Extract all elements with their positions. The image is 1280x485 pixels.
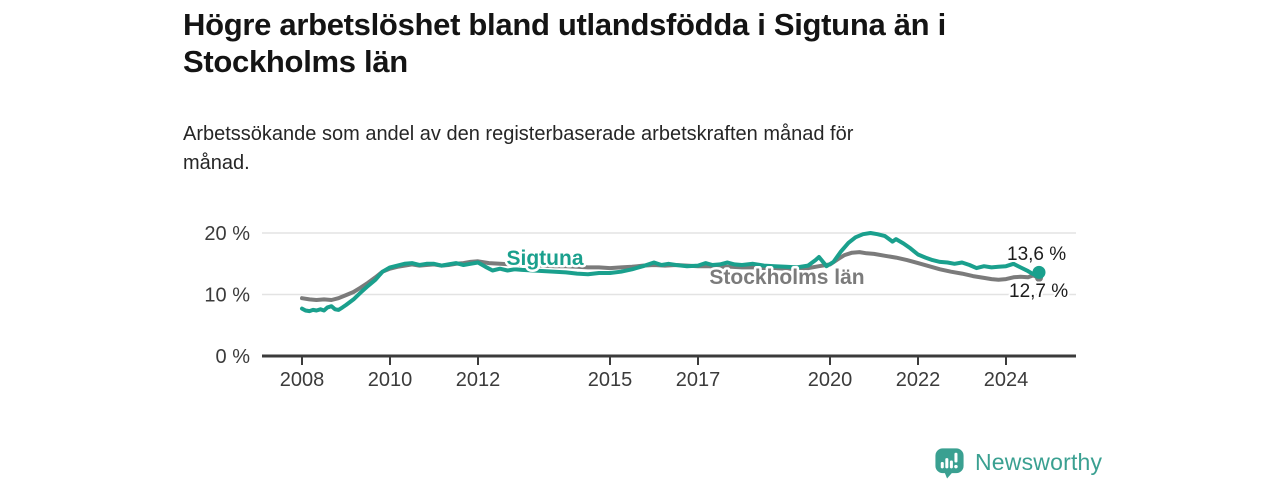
series-line-sigtuna	[300, 231, 1041, 314]
chart-subtitle: Arbetssökande som andel av den registerb…	[183, 120, 1063, 178]
newsworthy-logo-text: Newsworthy	[975, 449, 1103, 475]
chart-annotations: Sigtuna Stockholms län 13,6 % 12,7 %	[504, 242, 1070, 304]
tick-labels: 2008 2010 2012 2015 2017 2020 2022 2024 0 % 10 % 2…	[204, 223, 1028, 391]
page-title: Högre arbetslöshet bland utlandsfödda i …	[183, 6, 1103, 80]
y-tick-label-10: 10 %	[204, 285, 250, 307]
series-label-sigtuna: Sigtuna	[507, 247, 584, 270]
y-tick-label-20: 20 %	[204, 223, 250, 245]
x-tick-label-2012: 2012	[456, 369, 501, 391]
x-tick-label-2017: 2017	[676, 369, 721, 391]
x-tick-label-2010: 2010	[368, 369, 413, 391]
x-tick-label-2008: 2008	[280, 369, 325, 391]
x-tick-label-2020: 2020	[808, 369, 853, 391]
end-value-sigtuna: 13,6 %	[1007, 244, 1066, 265]
y-tick-label-0: 0 %	[216, 346, 251, 368]
x-tick-label-2024: 2024	[984, 369, 1029, 391]
page-title-line-1: Högre arbetslöshet bland utlandsfödda i …	[183, 7, 946, 42]
series-end-dot-sigtuna	[1032, 265, 1046, 279]
newsworthy-logo: Newsworthy	[933, 446, 1102, 479]
bar-chart-speech-bubble-icon	[935, 448, 964, 479]
data-series	[300, 231, 1046, 314]
x-tick-label-2022: 2022	[896, 369, 941, 391]
page-title-line-2: Stockholms län	[183, 44, 408, 79]
chart-subtitle-line-1: Arbetssökande som andel av den registerb…	[183, 123, 854, 145]
series-label-stockholm: Stockholms län	[709, 266, 864, 289]
axes	[262, 354, 1076, 365]
chart-subtitle-line-2: månad.	[183, 152, 250, 174]
gridlines	[262, 232, 1076, 296]
end-value-stockholm: 12,7 %	[1009, 281, 1068, 302]
x-tick-label-2015: 2015	[588, 369, 633, 391]
